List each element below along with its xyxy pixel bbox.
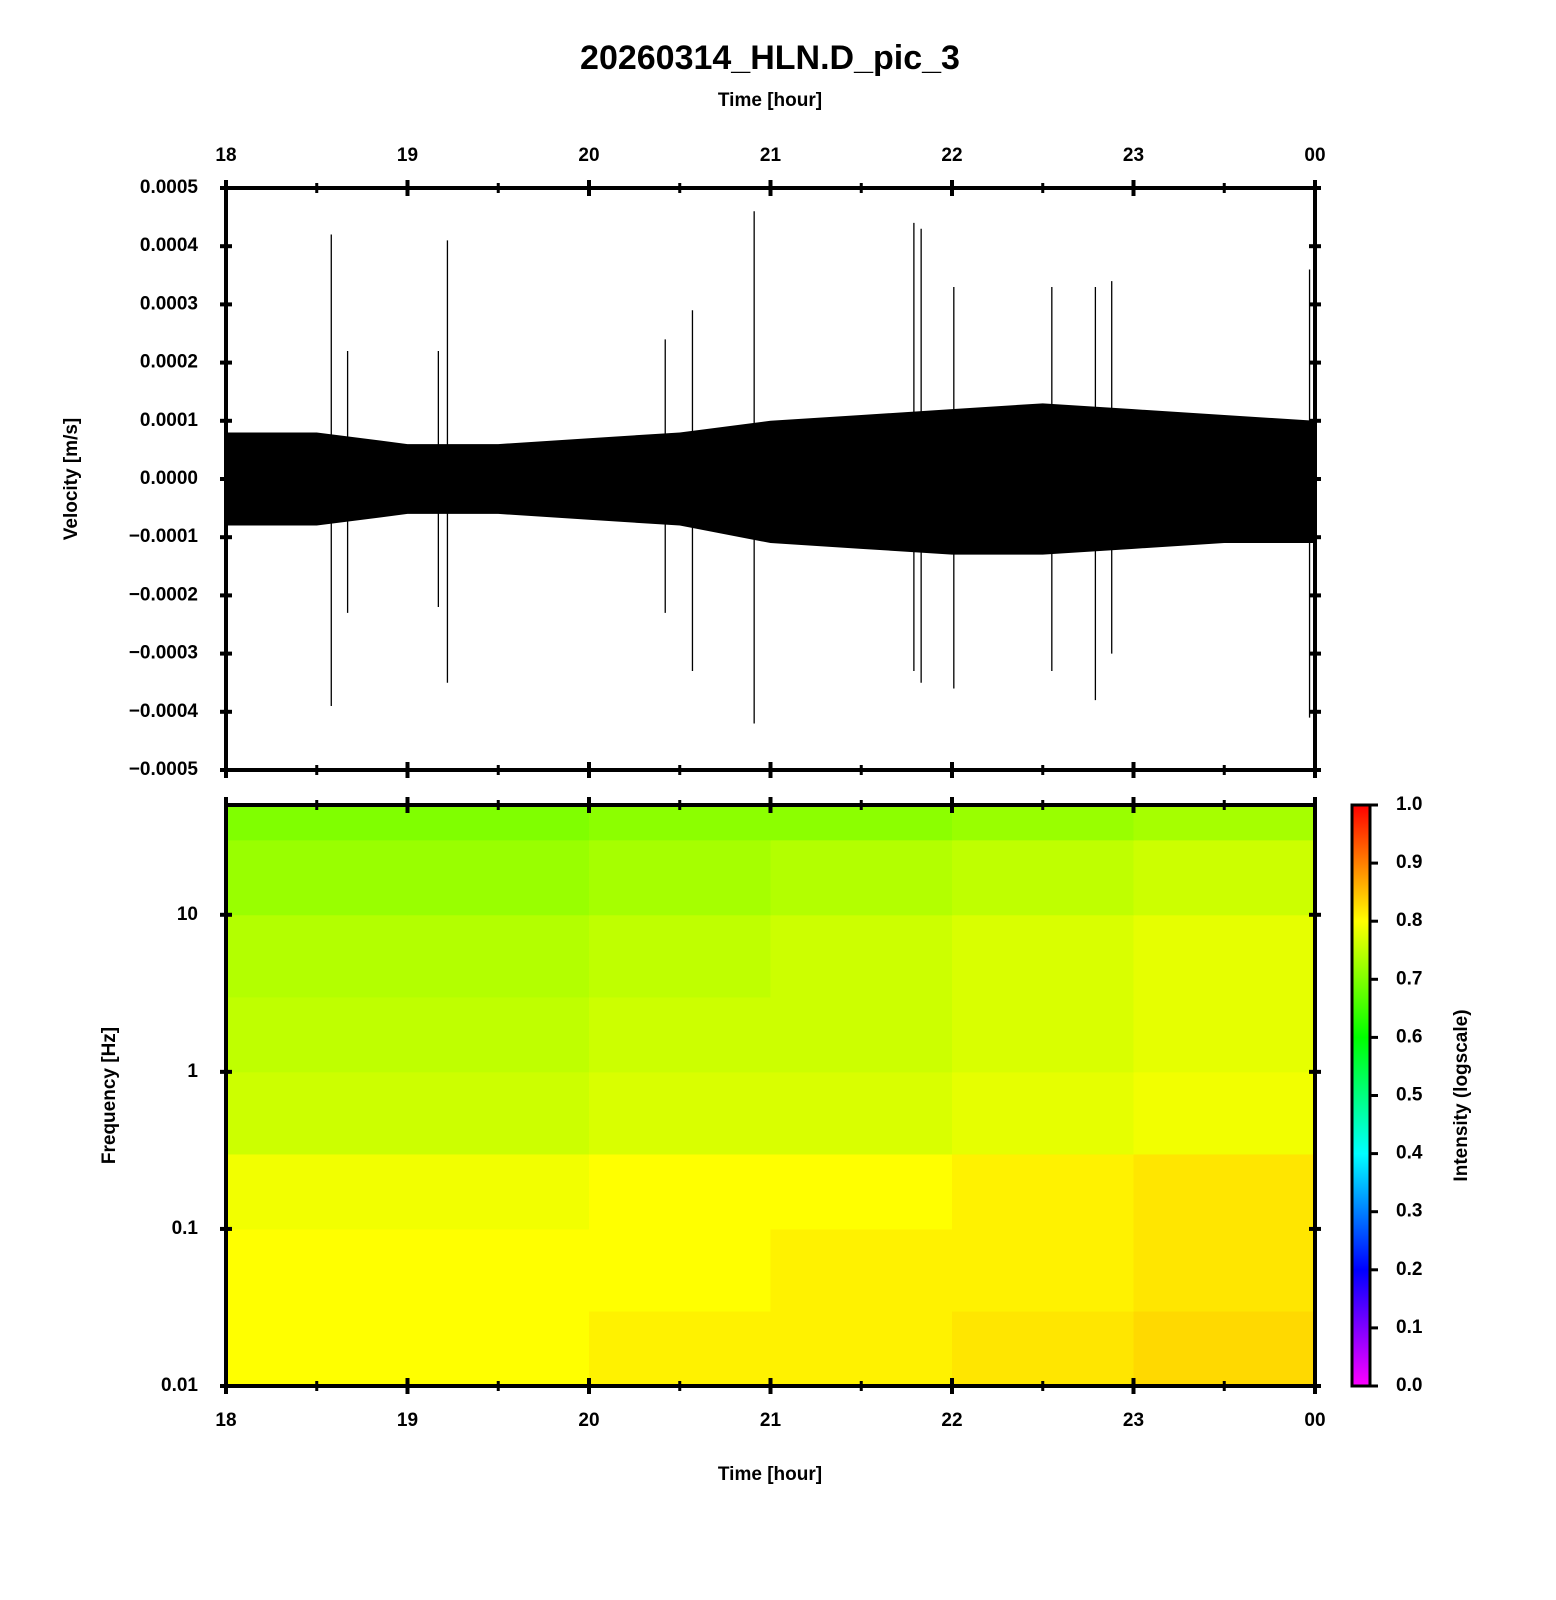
spectrogram-cell	[407, 1311, 590, 1387]
spectrogram-cell	[770, 1153, 953, 1230]
spectrogram-cell	[226, 805, 408, 841]
spectrogram-cell	[407, 805, 590, 841]
spectrogram-cell	[589, 1311, 771, 1387]
y-tick-label: −0.0004	[129, 701, 199, 722]
spectrogram-cell	[589, 914, 771, 998]
y-tick-label: 0.0002	[140, 352, 198, 373]
x-tick-label: 18	[215, 145, 236, 166]
colorbar-tick-label: 0.0	[1396, 1375, 1422, 1396]
spectrogram-cell	[1133, 839, 1316, 916]
x-axis-label: Time [hour]	[718, 1464, 822, 1485]
spectrogram-cell	[407, 1228, 590, 1312]
spectrogram-cell	[226, 1311, 408, 1387]
spectrogram-cell	[589, 996, 771, 1073]
y-axis-label: Velocity [m/s]	[61, 418, 82, 541]
spectrogram-cell	[952, 1311, 1134, 1387]
spectrogram-cell	[1133, 996, 1316, 1073]
spectrogram-cell	[226, 1071, 408, 1155]
y-tick-label: 0.0003	[140, 293, 198, 314]
spectrogram-cell	[589, 805, 771, 841]
colorbar-tick-label: 1.0	[1396, 794, 1422, 815]
spectrogram-cell	[589, 839, 771, 916]
y-tick-label: 0.01	[161, 1375, 198, 1396]
x-tick-label: 22	[941, 1410, 962, 1431]
figure-title: 20260314_HLN.D_pic_3	[580, 39, 960, 77]
y-tick-label: 0.0001	[140, 410, 199, 431]
x-tick-label: 20	[578, 145, 599, 166]
x-tick-label: 21	[760, 1410, 782, 1431]
x-tick-label: 21	[760, 145, 782, 166]
spectrogram-cell	[1133, 914, 1316, 998]
spectrogram-cell	[589, 1071, 771, 1155]
x-tick-label: 23	[1123, 1410, 1144, 1431]
spectrogram-cell	[226, 914, 408, 998]
colorbar-tick-label: 0.2	[1396, 1259, 1422, 1280]
spectrogram-cell	[589, 1153, 771, 1230]
spectrogram-cell	[407, 839, 590, 916]
colorbar-tick-label: 0.1	[1396, 1317, 1423, 1338]
colorbar-tick-label: 0.4	[1396, 1143, 1423, 1164]
y-axis-label: Frequency [Hz]	[99, 1027, 120, 1164]
spectrogram-cell	[770, 1228, 953, 1312]
spectrogram-cell	[1133, 1071, 1316, 1155]
spectrogram-cell	[770, 839, 953, 916]
spectrogram-cell	[952, 839, 1134, 916]
spectrogram-cell	[589, 1228, 771, 1312]
y-tick-label: 0.1	[172, 1218, 199, 1239]
x-tick-label: 23	[1123, 145, 1144, 166]
spectrogram-cell	[770, 914, 953, 998]
x-axis-label: Time [hour]	[718, 90, 822, 111]
y-tick-label: 1	[187, 1061, 198, 1082]
waveform-envelope	[226, 403, 1315, 555]
spectrogram-cell	[1133, 1311, 1316, 1387]
plot-frame	[224, 803, 1317, 1388]
y-tick-label: 0.0000	[140, 468, 198, 489]
spectrogram-cell	[407, 914, 590, 998]
x-tick-label: 00	[1304, 1410, 1325, 1431]
x-tick-label: 00	[1304, 145, 1325, 166]
spectrogram-cell	[407, 1153, 590, 1230]
colorbar	[1350, 803, 1372, 1388]
spectrogram-cell	[226, 1228, 408, 1312]
colorbar-tick-label: 0.7	[1396, 968, 1422, 989]
colorbar-tick-label: 0.3	[1396, 1201, 1422, 1222]
colorbar-tick-label: 0.9	[1396, 852, 1422, 873]
spectrogram-cell	[952, 996, 1134, 1073]
spectrogram-cell	[1133, 1153, 1316, 1230]
spectrogram-cell	[1133, 805, 1316, 841]
spectrogram-cell	[407, 996, 590, 1073]
colorbar-tick-label: 0.5	[1396, 1085, 1423, 1106]
y-tick-label: −0.0005	[129, 759, 199, 780]
y-tick-label: 0.0005	[140, 177, 199, 198]
y-tick-label: −0.0002	[129, 584, 198, 605]
colorbar-tick-label: 0.8	[1396, 910, 1422, 931]
y-tick-label: −0.0001	[129, 526, 199, 547]
x-tick-label: 20	[578, 1410, 599, 1431]
colorbar-label: Intensity (logscale)	[1451, 1009, 1472, 1181]
spectrogram-cell	[770, 1311, 953, 1387]
spectrogram-cell	[770, 1071, 953, 1155]
plot-frame	[224, 186, 1317, 772]
spectrogram-cell	[952, 1153, 1134, 1230]
x-tick-label: 19	[397, 145, 418, 166]
spectrogram-cell	[226, 1153, 408, 1230]
y-tick-label: −0.0003	[129, 643, 198, 664]
spectrogram-cell	[770, 996, 953, 1073]
spectrogram-cell	[226, 839, 408, 916]
y-tick-label: 0.0004	[140, 235, 199, 256]
spectrogram-cell	[952, 914, 1134, 998]
spectrogram-cell	[952, 805, 1134, 841]
x-tick-label: 19	[397, 1410, 418, 1431]
spectrogram-cell	[1133, 1228, 1316, 1312]
spectrogram-cell	[226, 996, 408, 1073]
x-tick-label: 18	[215, 1410, 236, 1431]
spectrogram-cell	[770, 805, 953, 841]
y-tick-label: 10	[177, 904, 198, 925]
spectrogram-cell	[952, 1071, 1134, 1155]
spectrogram-cell	[407, 1071, 590, 1155]
colorbar-tick-label: 0.6	[1396, 1026, 1422, 1047]
x-tick-label: 22	[941, 145, 962, 166]
spectrogram-cell	[952, 1228, 1134, 1312]
